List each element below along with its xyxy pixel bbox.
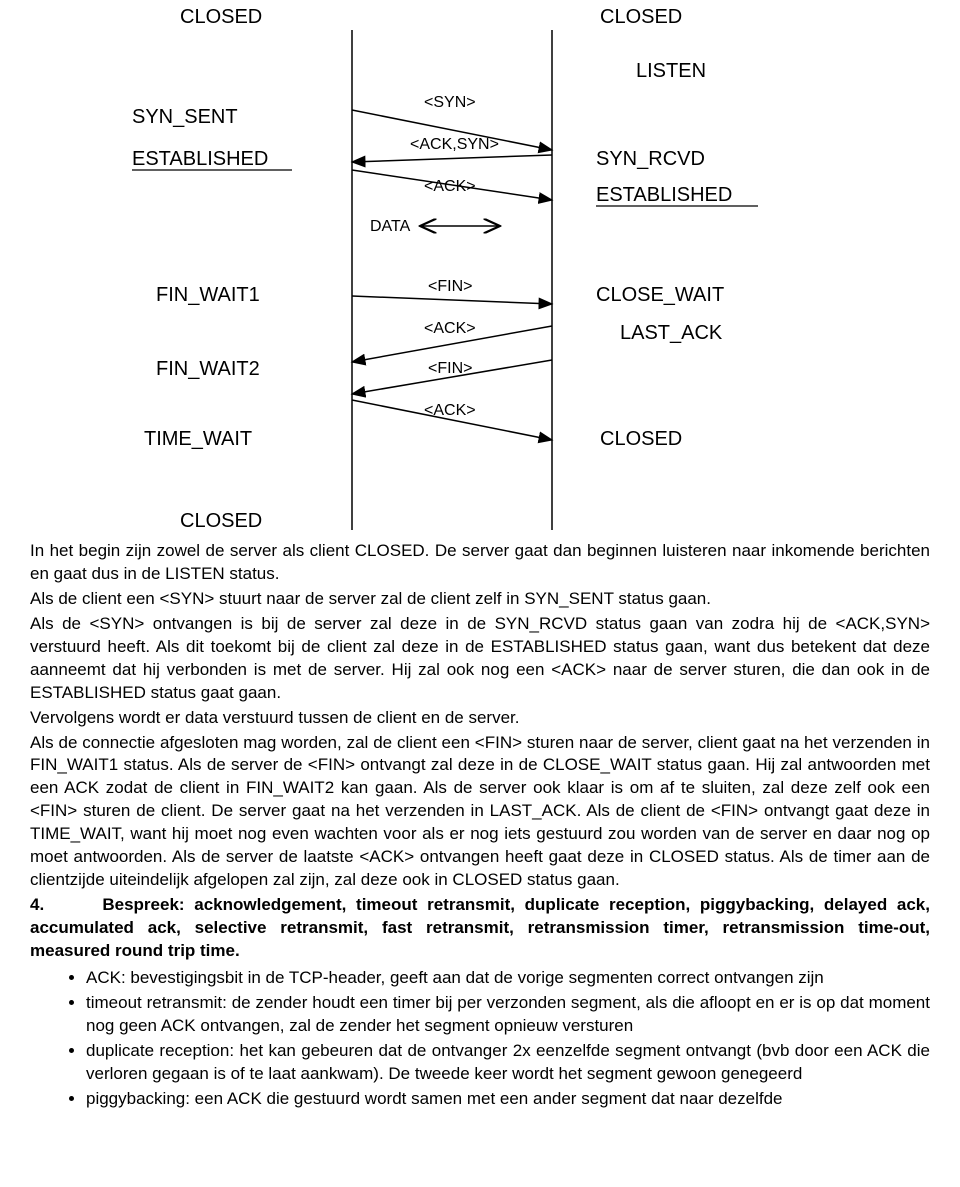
left-state-1: SYN_SENT [132, 106, 238, 129]
paragraph-2: Als de client een <SYN> stuurt naar de s… [30, 588, 930, 611]
msg-label-2: <ACK> [424, 178, 476, 196]
right-state-4: CLOSE_WAIT [596, 284, 724, 307]
left-state-2: ESTABLISHED [132, 148, 268, 171]
msg-label-0: <SYN> [424, 94, 476, 112]
msg-label-6: <FIN> [428, 360, 472, 378]
msg-label-5: <ACK> [424, 320, 476, 338]
right-state-1: LISTEN [636, 60, 706, 83]
paragraph-1: In het begin zijn zowel de server als cl… [30, 540, 930, 586]
paragraph-3: Als de <SYN> ontvangen is bij de server … [30, 613, 930, 705]
body-text: In het begin zijn zowel de server als cl… [0, 540, 960, 1133]
left-state-3: FIN_WAIT1 [156, 284, 260, 307]
q4-text: Bespreek: acknowledgement, timeout retra… [30, 895, 930, 960]
question-4: 4. Bespreek: acknowledgement, timeout re… [30, 894, 930, 963]
q4-number: 4. [30, 895, 44, 914]
right-state-6: CLOSED [600, 428, 682, 451]
paragraph-4: Vervolgens wordt er data verstuurd tusse… [30, 707, 930, 730]
bullet-list: ACK: bevestigingsbit in de TCP-header, g… [30, 967, 930, 1111]
msg-label-1: <ACK,SYN> [410, 136, 499, 154]
left-state-6: CLOSED [180, 510, 262, 533]
bullet-2: duplicate reception: het kan gebeuren da… [86, 1040, 930, 1086]
right-state-2: SYN_RCVD [596, 148, 705, 171]
msg-label-4: <FIN> [428, 278, 472, 296]
tcp-state-diagram: CLOSED SYN_SENT ESTABLISHED FIN_WAIT1 FIN_WA… [0, 0, 960, 540]
right-state-3: ESTABLISHED [596, 184, 732, 207]
bullet-1: timeout retransmit: de zender houdt een … [86, 992, 930, 1038]
left-state-4: FIN_WAIT2 [156, 358, 260, 381]
diagram-svg [0, 0, 960, 540]
right-state-0: CLOSED [600, 6, 682, 29]
paragraph-5: Als de connectie afgesloten mag worden, … [30, 732, 930, 893]
left-state-5: TIME_WAIT [144, 428, 252, 451]
msg-label-3: DATA [370, 218, 410, 236]
bullet-3: piggybacking: een ACK die gestuurd wordt… [86, 1088, 930, 1111]
right-state-5: LAST_ACK [620, 322, 722, 345]
left-state-0: CLOSED [180, 6, 262, 29]
bullet-0: ACK: bevestigingsbit in de TCP-header, g… [86, 967, 930, 990]
msg-label-7: <ACK> [424, 402, 476, 420]
